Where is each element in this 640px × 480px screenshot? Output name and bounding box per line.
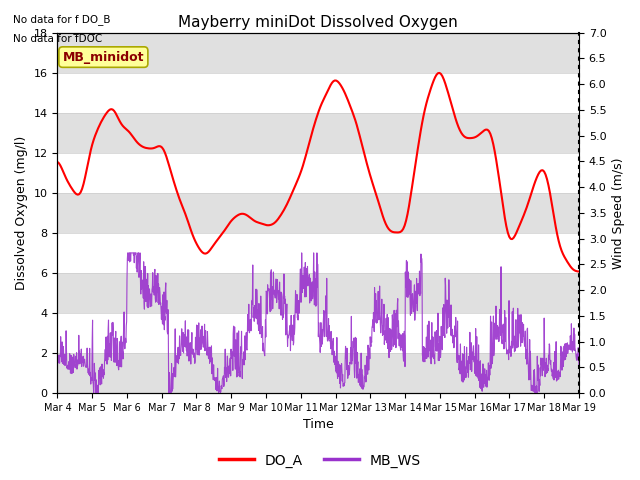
- Y-axis label: Dissolved Oxygen (mg/l): Dissolved Oxygen (mg/l): [15, 136, 28, 290]
- Y-axis label: Wind Speed (m/s): Wind Speed (m/s): [612, 157, 625, 269]
- Text: No data for f̅DO̅C: No data for f̅DO̅C: [13, 34, 102, 44]
- Bar: [58, 113, 579, 153]
- Title: Mayberry miniDot Dissolved Oxygen: Mayberry miniDot Dissolved Oxygen: [179, 15, 458, 30]
- Bar: [58, 353, 579, 393]
- Legend: DO_A, MB_WS: DO_A, MB_WS: [214, 448, 426, 473]
- Text: No data for f DO_B: No data for f DO_B: [13, 14, 110, 25]
- Bar: [58, 33, 579, 72]
- Text: MB_minidot: MB_minidot: [63, 50, 144, 63]
- Bar: [58, 273, 579, 313]
- Bar: [58, 193, 579, 233]
- X-axis label: Time: Time: [303, 419, 333, 432]
